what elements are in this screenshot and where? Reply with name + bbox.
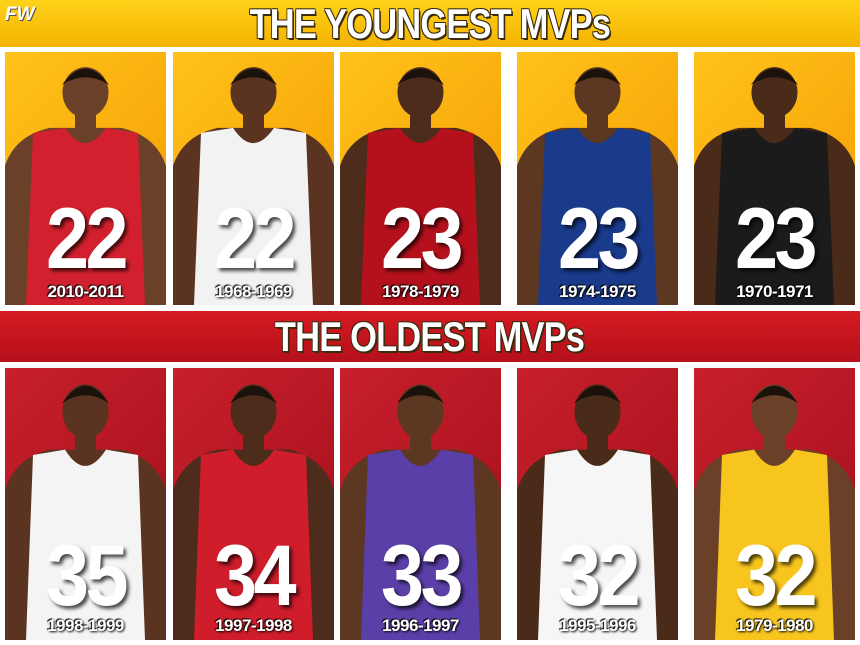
photo-shape <box>538 127 657 305</box>
photo-shape <box>574 385 621 404</box>
player-card: 34 1997-1998 <box>173 368 334 640</box>
photo-shape <box>26 449 145 640</box>
mvp-age: 22 <box>46 191 129 287</box>
player-photo <box>173 384 334 640</box>
mvp-season: 1978-1979 <box>382 282 459 301</box>
photo-shape <box>230 385 277 404</box>
mvp-season: 2010-2011 <box>47 282 124 301</box>
player-photo <box>694 384 855 640</box>
photo-shape <box>574 68 621 85</box>
photo-shape <box>361 127 480 305</box>
player-photo <box>340 384 501 640</box>
mvp-season: 1998-1999 <box>47 616 124 635</box>
player-card: 23 1974-1975 <box>517 52 678 305</box>
mvp-age: 22 <box>214 191 297 287</box>
mvp-age: 32 <box>558 528 641 624</box>
section-title: THE OLDEST MVPs <box>275 312 585 360</box>
player-card: 33 1996-1997 <box>340 368 501 640</box>
mvp-age: 34 <box>214 528 297 624</box>
mvp-season: 1995-1996 <box>559 616 636 635</box>
mvp-age: 33 <box>381 528 464 624</box>
mvp-age: 23 <box>381 191 464 287</box>
photo-shape <box>538 449 657 640</box>
mvp-age: 23 <box>735 191 818 287</box>
player-photo <box>517 67 678 305</box>
mvp-season: 1996-1997 <box>382 616 459 635</box>
player-card: 35 1998-1999 <box>5 368 166 640</box>
photo-shape <box>397 68 444 85</box>
player-card: 32 1979-1980 <box>694 368 855 640</box>
photo-shape <box>62 68 109 85</box>
player-photo <box>5 67 166 305</box>
photo-shape <box>62 384 109 439</box>
photo-shape <box>62 385 109 404</box>
player-photo <box>5 384 166 640</box>
photo-shape <box>574 67 621 118</box>
mvp-season: 1974-1975 <box>559 282 636 301</box>
photo-shape <box>26 127 145 305</box>
player-photo <box>517 384 678 640</box>
photo-shape <box>715 127 834 305</box>
mvp-season: 1997-1998 <box>215 616 292 635</box>
mvp-age: 23 <box>558 191 641 287</box>
player-card: 32 1995-1996 <box>517 368 678 640</box>
player-photo <box>340 67 501 305</box>
photo-shape <box>230 68 277 85</box>
player-card: 23 1978-1979 <box>340 52 501 305</box>
photo-shape <box>397 384 444 439</box>
photo-shape <box>194 127 313 305</box>
photo-shape <box>751 385 798 404</box>
photo-shape <box>230 67 277 118</box>
player-photo <box>694 67 855 305</box>
logo: FW <box>5 4 35 25</box>
player-card: 23 1970-1971 <box>694 52 855 305</box>
photo-shape <box>574 384 621 439</box>
photo-shape <box>62 67 109 118</box>
mvp-season: 1968-1969 <box>215 282 292 301</box>
photo-shape <box>194 449 313 640</box>
player-photo <box>173 67 334 305</box>
section-banner: THE OLDEST MVPs <box>0 311 860 362</box>
photo-shape <box>230 384 277 439</box>
mvp-age: 32 <box>735 528 818 624</box>
photo-shape <box>397 67 444 118</box>
photo-shape <box>361 449 480 640</box>
photo-shape <box>751 384 798 439</box>
mvp-season: 1970-1971 <box>736 282 813 301</box>
photo-shape <box>715 449 834 640</box>
player-card: 22 2010-2011 <box>5 52 166 305</box>
mvp-age: 35 <box>46 528 129 624</box>
photo-shape <box>397 385 444 404</box>
mvp-season: 1979-1980 <box>736 616 813 635</box>
section-banner: THE YOUNGEST MVPs <box>0 0 860 47</box>
section-title: THE YOUNGEST MVPs <box>249 0 611 47</box>
photo-shape <box>751 67 798 118</box>
player-card: 22 1968-1969 <box>173 52 334 305</box>
photo-shape <box>751 68 798 85</box>
